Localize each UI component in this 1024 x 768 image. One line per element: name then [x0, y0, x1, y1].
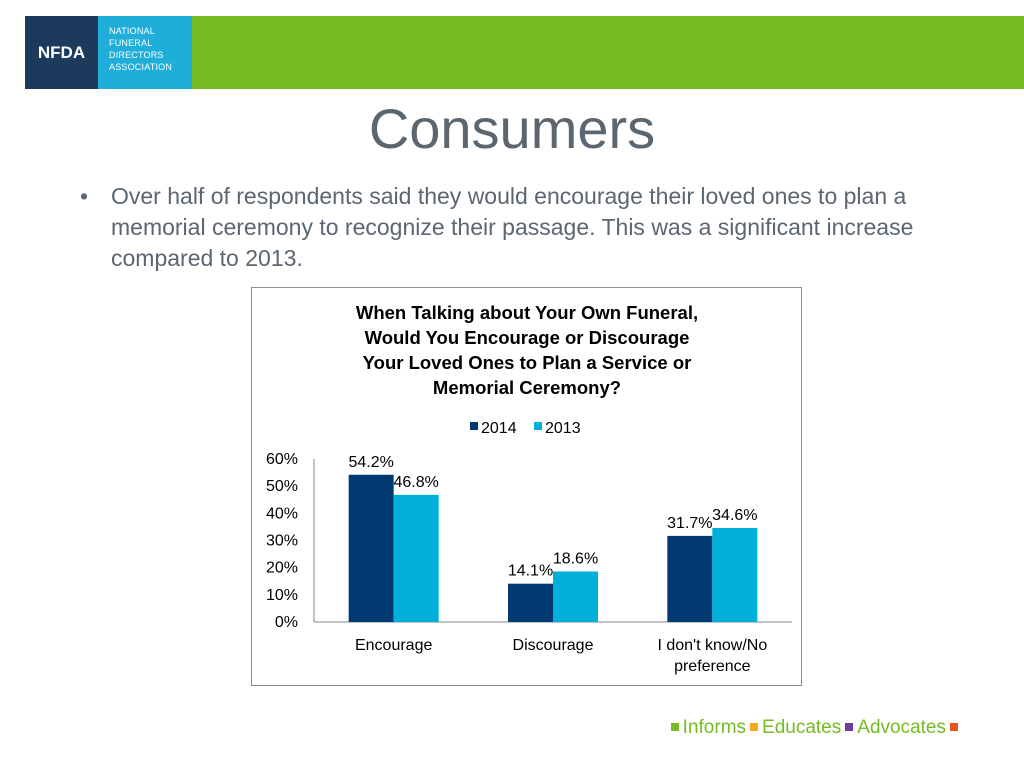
- logo-text: NATIONAL FUNERAL DIRECTORS ASSOCIATION: [98, 16, 192, 89]
- y-tick-label: 40%: [266, 505, 298, 522]
- logo-line: ASSOCIATION: [109, 62, 173, 72]
- footer-tagline: Informs Educates Advocates: [667, 717, 962, 739]
- chart-svg: When Talking about Your Own Funeral, Woul…: [266, 302, 792, 675]
- data-label: 14.1%: [508, 563, 553, 580]
- bar-2013: [393, 494, 439, 622]
- data-label: 18.6%: [553, 550, 598, 567]
- y-tick-label: 10%: [266, 587, 298, 604]
- data-label: 46.8%: [393, 474, 438, 491]
- y-tick-label: 60%: [266, 451, 298, 468]
- logo-line: FUNERAL: [109, 38, 153, 48]
- x-tick-label: preference: [674, 658, 751, 675]
- legend-swatch: [470, 422, 478, 430]
- chart-title-line: Would You Encourage or Discourage: [365, 327, 690, 348]
- slide-title: Consumers: [368, 97, 656, 160]
- bar-2014: [508, 583, 553, 622]
- data-label: 31.7%: [667, 515, 712, 532]
- chart-title-line: When Talking about Your Own Funeral,: [356, 302, 698, 323]
- legend-label: 2014: [481, 420, 517, 437]
- footer-square-icon: [845, 722, 854, 731]
- footer-square-icon: [670, 722, 679, 731]
- footer-square-icon: [950, 722, 958, 731]
- chart-title-line: Memorial Ceremony?: [433, 377, 621, 398]
- bullet-dot: •: [80, 183, 89, 209]
- y-tick-label: 0%: [275, 614, 298, 631]
- x-tick-label: Encourage: [355, 637, 432, 654]
- bullet-point: • Over half of respondents said they wou…: [80, 181, 940, 274]
- x-tick-label: I don't know/No: [657, 637, 767, 654]
- y-tick-label: 20%: [266, 560, 298, 577]
- footer-word: Advocates: [857, 717, 946, 738]
- legend-swatch: [534, 422, 542, 430]
- nfda-logo: NFDA NATIONAL FUNERAL DIRECTORS ASSOCIAT…: [25, 16, 192, 89]
- logo-line: NATIONAL: [109, 26, 155, 36]
- footer-word: Educates: [762, 717, 842, 738]
- bar-2014: [667, 535, 713, 622]
- footer-square-icon: [750, 722, 759, 731]
- y-tick-label: 50%: [266, 478, 298, 495]
- data-label: 34.6%: [712, 507, 757, 524]
- legend-label: 2013: [545, 420, 581, 437]
- bar-2014: [348, 474, 394, 622]
- y-tick-label: 30%: [266, 533, 298, 550]
- x-tick-label: Discourage: [513, 637, 594, 654]
- logo-line: DIRECTORS: [109, 50, 164, 60]
- data-label: 54.2%: [348, 454, 393, 471]
- footer-word: Informs: [682, 717, 747, 738]
- bar-2013: [712, 528, 758, 622]
- bullet-text: Over half of respondents said they would…: [111, 183, 914, 271]
- chart: When Talking about Your Own Funeral, Woul…: [251, 287, 802, 686]
- chart-title-line: Your Loved Ones to Plan a Service or: [363, 352, 692, 373]
- bar-2013: [553, 571, 598, 622]
- logo-abbr: NFDA: [25, 16, 98, 89]
